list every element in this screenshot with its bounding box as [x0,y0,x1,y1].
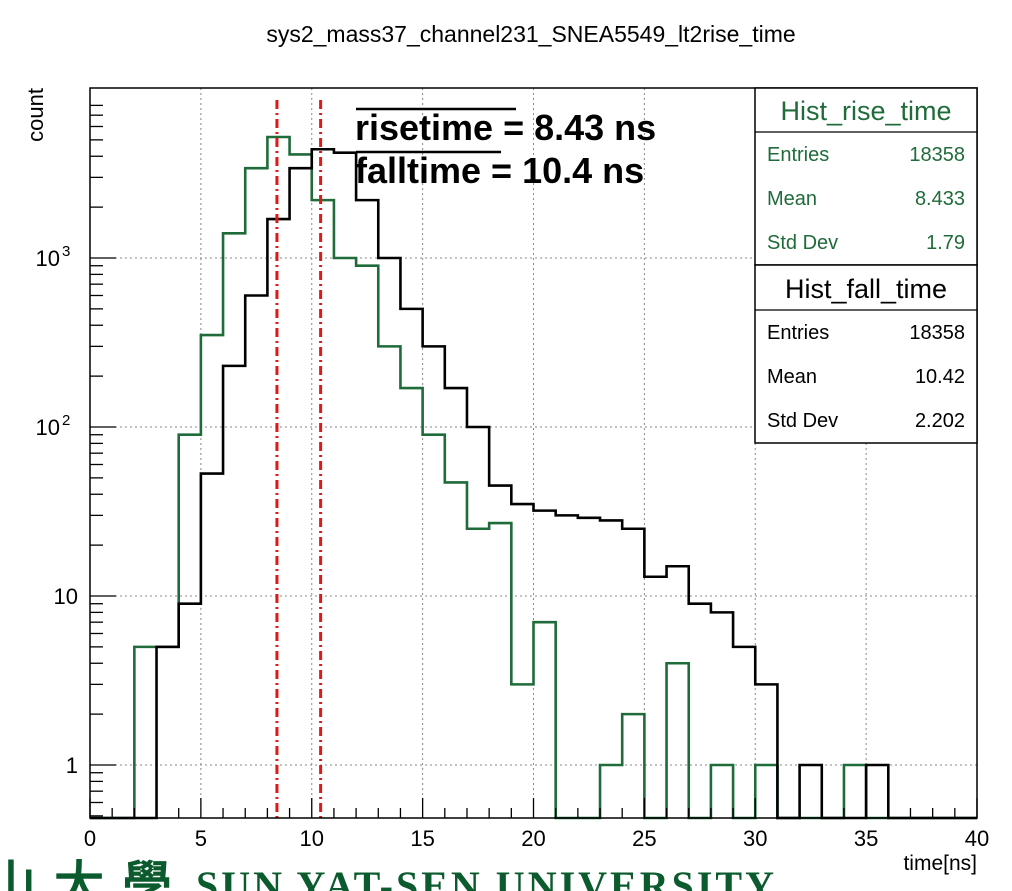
stats-row-label: Std Dev [767,410,838,432]
mean-lines [275,100,323,818]
y-tick-label: 1 [66,753,78,778]
stats-row-value: 18358 [909,322,965,344]
x-tick-label: 20 [521,826,545,851]
x-tick-label: 40 [965,826,989,851]
annotation-value: = 10.4 ns [481,150,644,191]
stats-row-value: 8.433 [915,188,965,210]
stats-row-value: 10.42 [915,366,965,388]
y-tick-label: 10 [36,415,60,440]
y-tick-exponent: 2 [62,412,70,429]
x-tick-label: 0 [84,826,96,851]
y-tick-exponent: 3 [62,243,70,260]
stats-row-label: Entries [767,322,829,344]
stats-row-value: 1.79 [926,232,965,254]
stats-row-label: Std Dev [767,232,838,254]
stats-boxes: Hist_rise_time Entries 18358 Mean 8.433 Std D… [754,87,978,444]
x-tick-label: 35 [854,826,878,851]
annotation-risetime: risetime = 8.43 ns [355,107,656,148]
annotation-value: = 8.43 ns [493,107,656,148]
stats-box-1: Hist_rise_time Entries 18358 Mean 8.433 Std D… [754,87,978,266]
stats-box-frame [754,264,978,444]
stats-row-label: Mean [767,188,817,210]
logo-english-text: SUN YAT-SEN UNIVERSITY [196,863,777,891]
axis-ticks [89,104,978,818]
x-tick-label: 5 [195,826,207,851]
x-tick-label: 10 [300,826,324,851]
x-tick-label: 15 [410,826,434,851]
annotation-falltime: falltime = 10.4 ns [355,150,644,191]
x-tick-labels: 0 5 10 15 20 25 30 35 40 [84,826,989,851]
y-axis-label: count [23,88,48,142]
annotation-name: falltime [355,150,481,191]
annotation-name: risetime [355,107,493,148]
stats-row-value: 18358 [909,144,965,166]
x-tick-label: 30 [743,826,767,851]
stats-row-label: Entries [767,144,829,166]
university-logo: 山大學 SUN YAT-SEN UNIVERSITY [0,858,1012,891]
stats-box-frame [754,87,978,266]
stats-box-title: Hist_fall_time [785,274,947,304]
y-tick-label: 10 [54,584,78,609]
y-tick-label: 10 [36,246,60,271]
chart-title: sys2_mass37_channel231_SNEA5549_lt2rise_… [266,21,795,47]
logo-chinese-text: 山大學 [0,858,190,891]
stats-row-value: 2.202 [915,410,965,432]
x-tick-label: 25 [632,826,656,851]
x-axis-label: time[ns] [903,852,977,875]
stats-box-title: Hist_rise_time [780,96,951,126]
stats-row-label: Mean [767,366,817,388]
stats-box-2: Hist_fall_time Entries 18358 Mean 10.42 Std D… [754,264,978,444]
